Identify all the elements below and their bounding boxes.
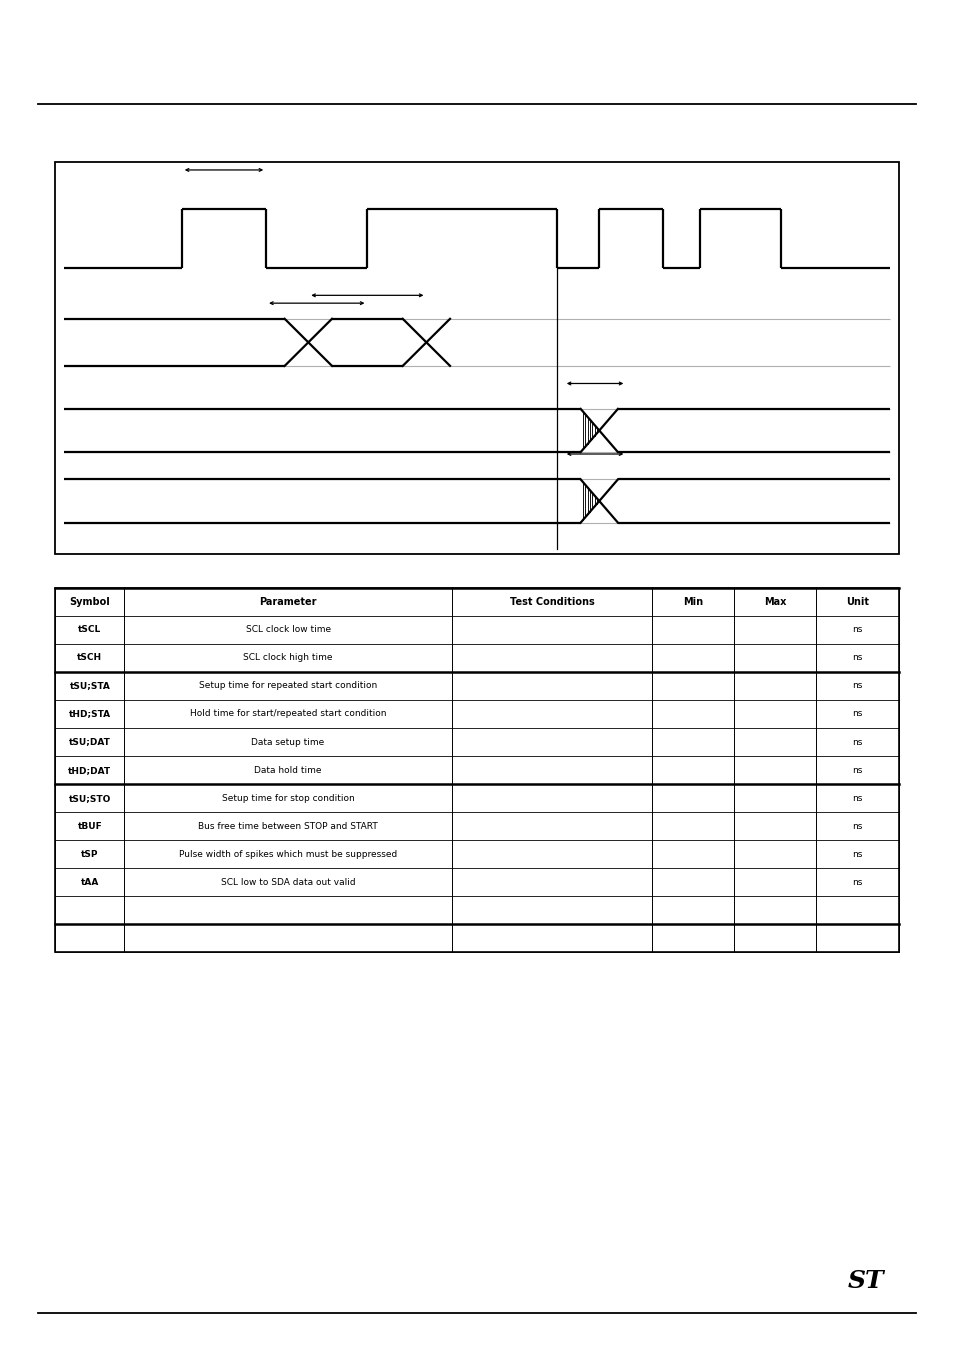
Text: Data setup time: Data setup time: [252, 738, 324, 747]
Text: SCL clock high time: SCL clock high time: [243, 654, 333, 662]
Text: SCL low to SDA data out valid: SCL low to SDA data out valid: [220, 878, 355, 886]
Text: SCL clock low time: SCL clock low time: [245, 626, 331, 634]
Text: Setup time for stop condition: Setup time for stop condition: [221, 793, 355, 802]
Text: ST: ST: [847, 1269, 883, 1293]
Bar: [55, 588, 898, 952]
Text: ns: ns: [851, 850, 862, 859]
Text: Max: Max: [763, 597, 785, 607]
Text: Unit: Unit: [845, 597, 868, 607]
Text: ns: ns: [851, 766, 862, 774]
Text: Hold time for start/repeated start condition: Hold time for start/repeated start condi…: [190, 709, 386, 719]
Text: tSP: tSP: [81, 850, 98, 859]
Text: tSU;DAT: tSU;DAT: [69, 738, 111, 747]
Text: tSCL: tSCL: [78, 626, 101, 634]
Text: ns: ns: [851, 654, 862, 662]
Text: ns: ns: [851, 793, 862, 802]
Text: tHD;STA: tHD;STA: [69, 709, 111, 719]
Text: tSU;STO: tSU;STO: [69, 793, 111, 802]
Text: tBUF: tBUF: [77, 821, 102, 831]
Text: tSU;STA: tSU;STA: [70, 681, 111, 690]
Text: Setup time for repeated start condition: Setup time for repeated start condition: [199, 681, 376, 690]
Text: tAA: tAA: [81, 878, 99, 886]
Text: ns: ns: [851, 681, 862, 690]
Text: Symbol: Symbol: [70, 597, 111, 607]
Text: ns: ns: [851, 626, 862, 634]
Text: Min: Min: [682, 597, 702, 607]
Text: tSCH: tSCH: [77, 654, 102, 662]
Text: Parameter: Parameter: [259, 597, 316, 607]
Text: Test Conditions: Test Conditions: [509, 597, 594, 607]
Text: Bus free time between STOP and START: Bus free time between STOP and START: [198, 821, 377, 831]
Text: ns: ns: [851, 878, 862, 886]
Text: tHD;DAT: tHD;DAT: [69, 766, 112, 774]
Text: ns: ns: [851, 821, 862, 831]
Text: Pulse width of spikes which must be suppressed: Pulse width of spikes which must be supp…: [179, 850, 396, 859]
Text: ns: ns: [851, 709, 862, 719]
Bar: [55, 162, 898, 554]
Text: ns: ns: [851, 738, 862, 747]
Text: Data hold time: Data hold time: [254, 766, 321, 774]
